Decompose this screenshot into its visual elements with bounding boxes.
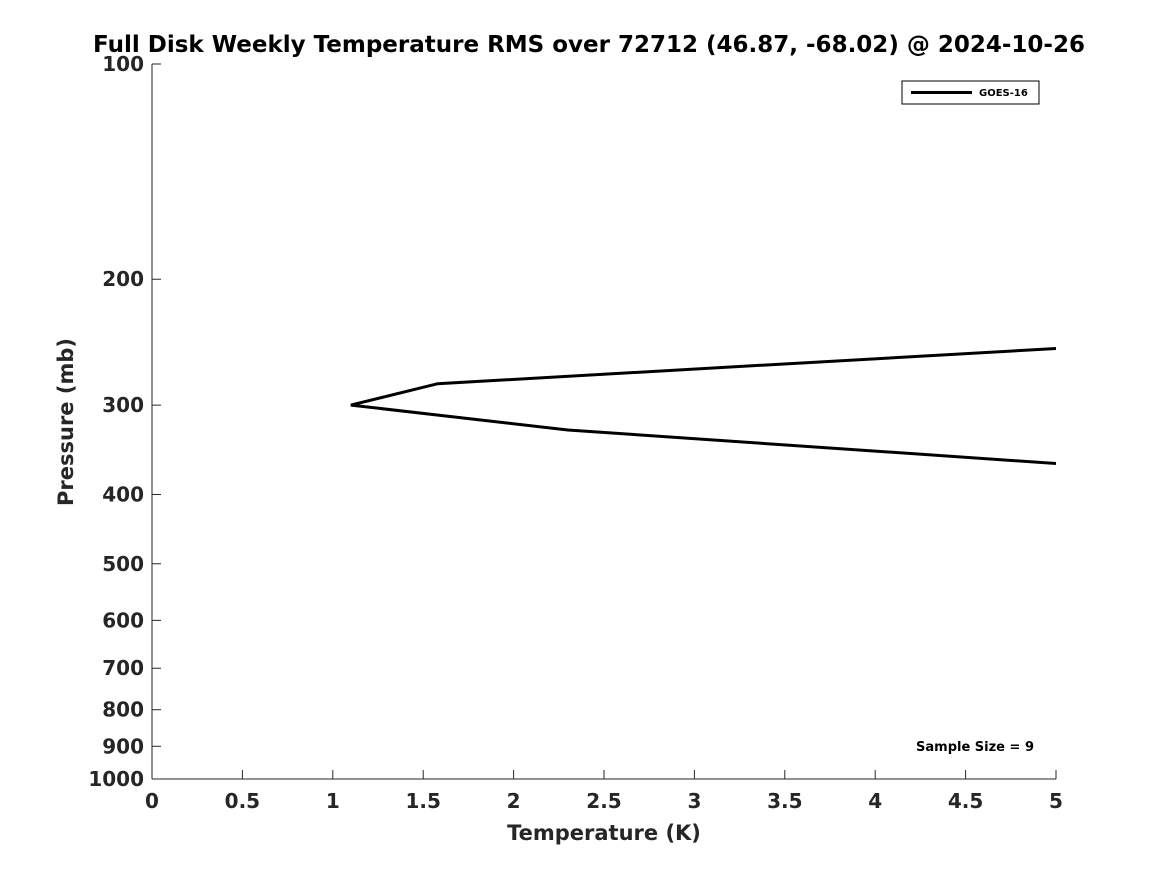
x-tick-label: 1 [326, 789, 340, 813]
y-tick-label: 700 [102, 656, 144, 680]
legend: GOES-16 [901, 80, 1040, 105]
x-tick-label: 1.5 [405, 789, 440, 813]
chart-title: Full Disk Weekly Temperature RMS over 72… [93, 32, 1085, 58]
y-tick-label: 500 [102, 552, 144, 576]
x-tick-label: 2 [507, 789, 521, 813]
y-tick-label: 200 [102, 267, 144, 291]
y-tick-label: 400 [102, 482, 144, 506]
y-tick-label: 300 [102, 393, 144, 417]
y-tick-label: 1000 [88, 767, 144, 791]
x-tick-label: 4 [868, 789, 882, 813]
series-layer [350, 347, 1057, 465]
x-tick-label: 2.5 [586, 789, 621, 813]
x-tick-label: 4.5 [948, 789, 983, 813]
y-axis-label: Pressure (mb) [54, 338, 78, 506]
x-tick-label: 0.5 [225, 789, 260, 813]
series-line-goes-16 [350, 347, 1057, 465]
y-tick-label: 900 [102, 734, 144, 758]
sample-size-annotation: Sample Size = 9 [916, 740, 1034, 755]
x-axis-label: Temperature (K) [507, 821, 701, 845]
y-tick-label: 800 [102, 698, 144, 722]
x-axis: 0 0.5 1 1.5 2 2.5 3 3.5 4 4.5 5 [145, 770, 1063, 813]
y-tick-label: 100 [102, 52, 144, 76]
x-tick-label: 5 [1049, 789, 1063, 813]
y-axis: 100 200 300 400 500 600 700 800 900 1000 [88, 52, 161, 791]
x-tick-label: 3 [687, 789, 701, 813]
legend-label-goes-16: GOES-16 [979, 88, 1028, 99]
y-tick-label: 600 [102, 608, 144, 632]
x-tick-label: 0 [145, 789, 159, 813]
x-tick-label: 3.5 [767, 789, 802, 813]
